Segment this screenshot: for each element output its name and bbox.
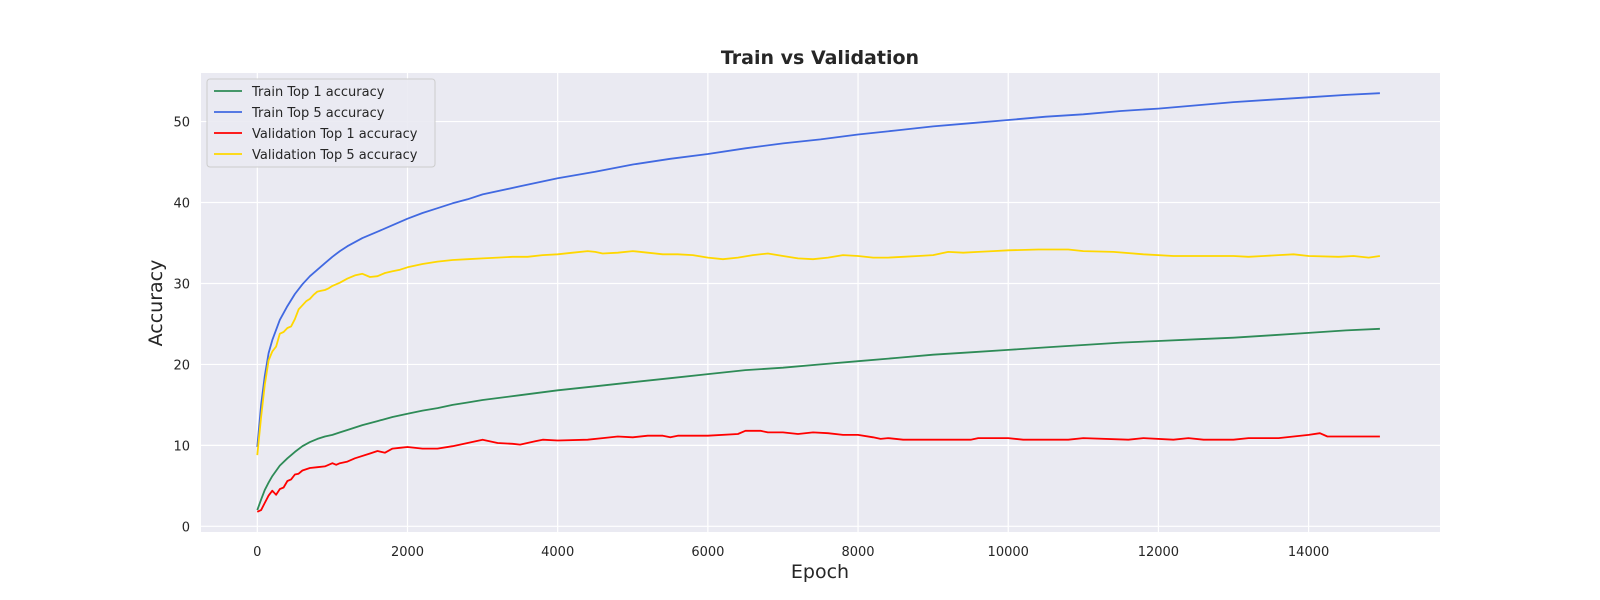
series-line-validation-top-5-accuracy <box>256 248 1381 456</box>
legend-label: Train Top 5 accuracy <box>251 106 385 121</box>
y-tick-label: 20 <box>173 358 190 373</box>
series-line-validation-top-1-accuracy <box>256 429 1380 513</box>
legend-frame <box>206 78 436 168</box>
y-axis-ticks: 0 10 20 30 40 50 <box>173 116 190 536</box>
legend: Train Top 1 accuracy Train Top 5 accuracy… <box>206 78 436 168</box>
x-axis-label: Epoch <box>791 561 849 583</box>
x-tick-label: 12000 <box>1138 545 1179 560</box>
x-axis-ticks: 0 2000 4000 6000 8000 10000 12000 14000 <box>253 545 1329 560</box>
x-tick-label: 2000 <box>391 545 424 560</box>
legend-label: Validation Top 5 accuracy <box>252 148 418 163</box>
x-tick-label: 14000 <box>1288 545 1329 560</box>
x-tick-label: 8000 <box>841 545 874 560</box>
x-tick-label: 6000 <box>691 545 724 560</box>
x-tick-label: 4000 <box>541 545 574 560</box>
y-tick-label: 50 <box>173 116 190 131</box>
series-line-train-top-1-accuracy <box>256 327 1380 511</box>
y-axis-label: Accuracy <box>145 260 167 347</box>
y-tick-label: 0 <box>182 520 190 535</box>
y-tick-label: 30 <box>173 277 190 292</box>
chart-title: Train vs Validation <box>721 47 919 69</box>
series-lines <box>256 92 1381 513</box>
x-tick-label: 10000 <box>988 545 1029 560</box>
legend-label: Validation Top 1 accuracy <box>252 127 418 142</box>
legend-label: Train Top 1 accuracy <box>251 85 385 100</box>
y-tick-label: 40 <box>173 197 190 212</box>
x-tick-label: 0 <box>253 545 261 560</box>
y-tick-label: 10 <box>173 439 190 454</box>
series-line-train-top-5-accuracy <box>256 92 1380 448</box>
